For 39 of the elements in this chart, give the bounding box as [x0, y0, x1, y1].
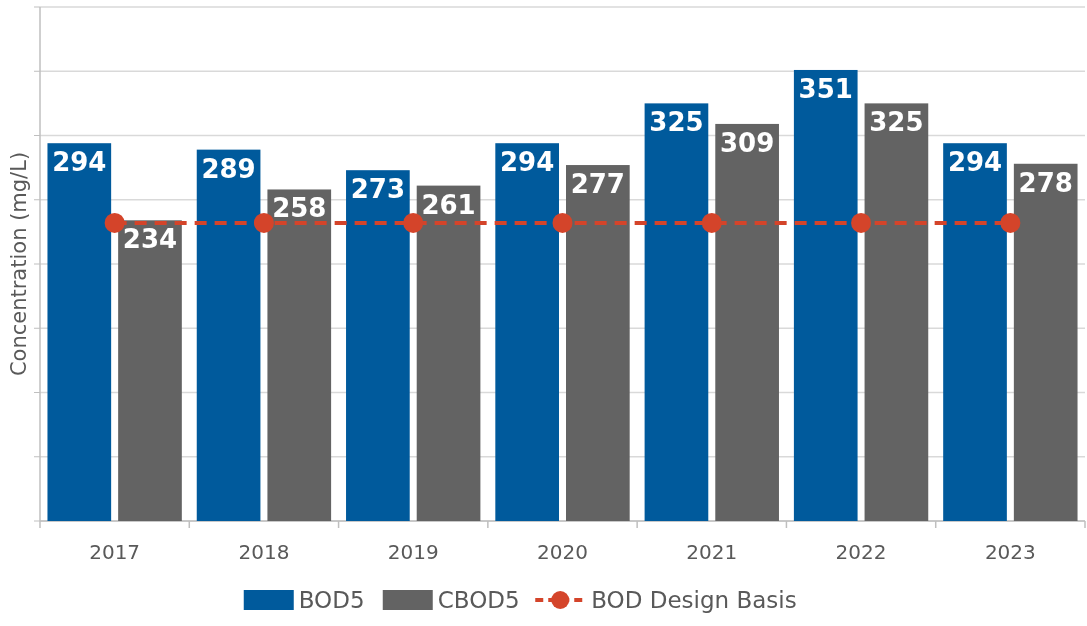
data-label: 258 — [272, 193, 327, 224]
data-label: 294 — [500, 147, 555, 178]
data-label: 289 — [201, 153, 256, 184]
data-label: 294 — [947, 147, 1003, 178]
data-label: 278 — [1018, 167, 1073, 198]
data-label: 261 — [421, 189, 476, 220]
legend-label: CBOD5 — [437, 587, 520, 613]
x-tick-label: 2019 — [387, 540, 439, 564]
data-label: 325 — [649, 107, 704, 138]
bar — [793, 69, 858, 521]
x-tick-label: 2020 — [537, 540, 588, 564]
x-tick-label: 2021 — [686, 540, 738, 564]
data-label: 325 — [869, 107, 924, 138]
legend-label: BOD5 — [298, 587, 365, 613]
bar — [267, 189, 332, 521]
data-label: 273 — [350, 174, 406, 205]
x-tick-label: 2022 — [835, 540, 887, 564]
bar — [346, 170, 410, 521]
bar — [495, 143, 559, 521]
bar — [118, 220, 182, 521]
data-label: 277 — [570, 169, 625, 200]
data-label: 234 — [122, 224, 178, 255]
bar — [943, 143, 1007, 521]
x-tick-label: 2018 — [238, 540, 290, 564]
bar — [47, 143, 112, 521]
bar — [644, 103, 709, 521]
bar — [864, 103, 929, 521]
bar — [196, 149, 261, 521]
x-tick-label: 2023 — [984, 540, 1036, 564]
legend-label: BOD Design Basis — [591, 587, 797, 613]
bar — [416, 185, 481, 521]
x-tick-label: 2017 — [89, 540, 141, 564]
data-label: 309 — [719, 127, 775, 158]
data-label: 351 — [798, 73, 853, 104]
y-axis-title: Concentration (mg/L) — [7, 151, 31, 377]
bar — [715, 123, 779, 521]
bar — [566, 165, 630, 521]
data-label: 294 — [52, 147, 107, 178]
bar — [1013, 163, 1078, 521]
